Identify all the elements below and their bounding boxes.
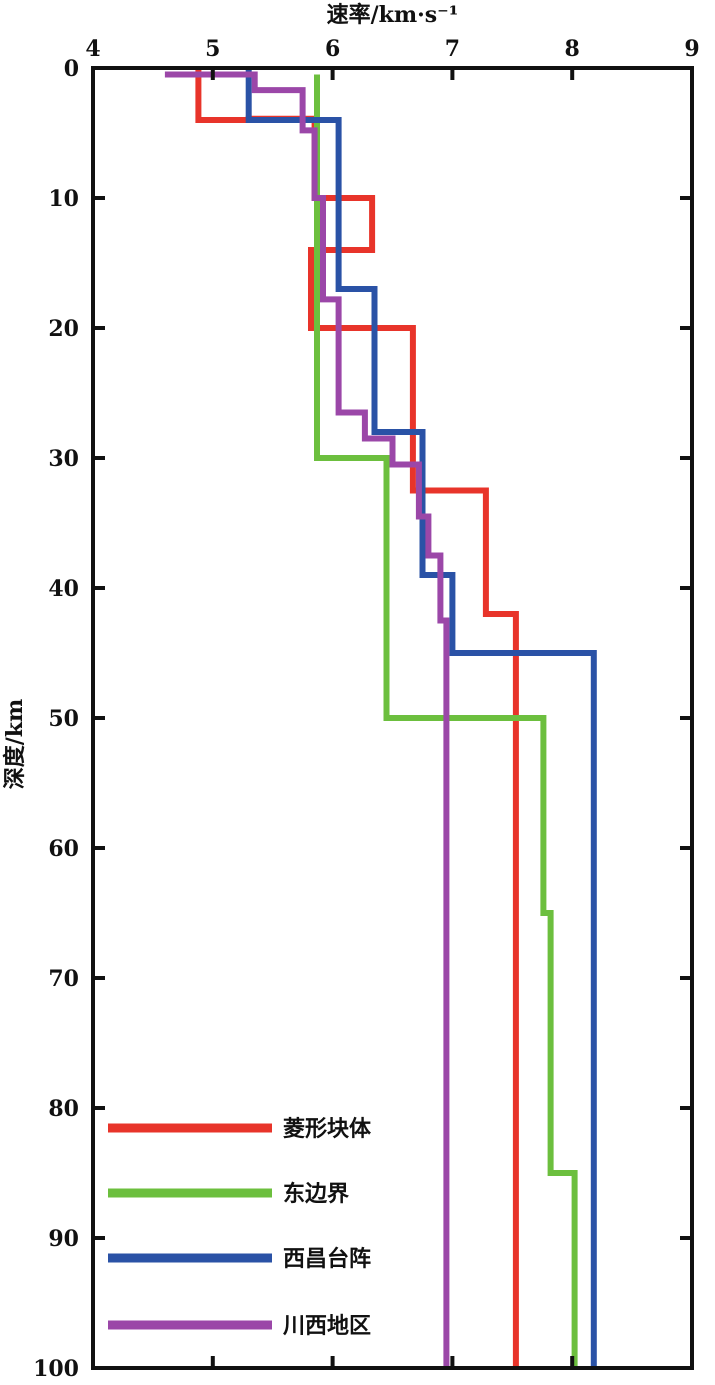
y-tick-label: 50 <box>48 706 79 732</box>
y-tick-label: 100 <box>33 1356 79 1382</box>
y-tick-label: 30 <box>48 446 79 472</box>
series-line-west-sichuan <box>164 71 450 1368</box>
legend-label: 菱形块体 <box>283 1116 372 1142</box>
x-axis-title: 速率/km·s⁻¹ <box>327 2 459 28</box>
y-tick-label: 80 <box>48 1096 79 1122</box>
y-tick-label: 10 <box>48 186 79 212</box>
y-tick-label: 90 <box>48 1226 79 1252</box>
series-line-east-boundary <box>314 74 578 1368</box>
y-tick-label: 60 <box>48 836 79 862</box>
x-tick-label: 5 <box>205 36 220 62</box>
legend-label: 川西地区 <box>282 1314 371 1339</box>
series-line-xichang-array <box>245 68 597 1368</box>
legend-label: 西昌台阵 <box>283 1246 371 1272</box>
y-axis-title: 深度/km <box>2 699 28 790</box>
y-tick-label: 40 <box>48 576 79 602</box>
legend-label: 东边界 <box>283 1181 349 1207</box>
y-tick-label: 70 <box>48 966 79 992</box>
x-tick-label: 8 <box>565 36 580 62</box>
x-tick-label: 4 <box>85 36 100 62</box>
y-tick-label: 0 <box>64 56 79 82</box>
series-layer <box>164 68 597 1368</box>
x-tick-label: 7 <box>445 36 460 62</box>
y-tick-label: 20 <box>48 316 79 342</box>
x-tick-label: 6 <box>325 36 340 62</box>
x-tick-label: 9 <box>684 36 699 62</box>
